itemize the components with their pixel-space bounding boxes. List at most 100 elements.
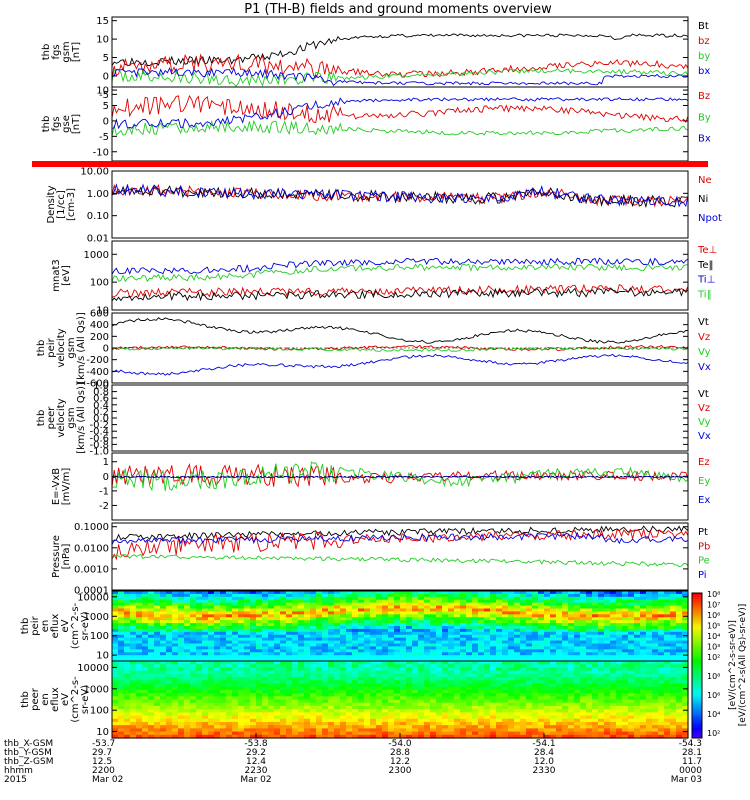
ytick-label: 0.6 bbox=[93, 394, 109, 405]
series-line-By bbox=[111, 119, 689, 137]
xtick-label: Mar 03 bbox=[671, 775, 702, 785]
colorbar-tick-label: 10⁵ bbox=[707, 622, 720, 631]
legend-Vt: Vt bbox=[698, 317, 709, 328]
series-line-Te⊥ bbox=[111, 283, 689, 298]
ytick-label: 10 bbox=[96, 727, 109, 738]
panel-peer-en-eflux: 10000 1000 100 10 thb peer en eflux eV (cm^2-s-sr… bbox=[20, 660, 689, 739]
ytick-label: 0.2 bbox=[93, 407, 109, 418]
series-line-Vz bbox=[111, 344, 689, 351]
ytick-label: 1000 bbox=[84, 612, 109, 623]
ylabel-line: sr-eV) bbox=[80, 685, 91, 714]
ytick-label: 0 bbox=[103, 71, 109, 82]
xtick-label: 29.2 bbox=[246, 748, 266, 758]
xtick-label: Mar 02 bbox=[92, 775, 123, 785]
xtick-label: 28.8 bbox=[390, 748, 410, 758]
ytick-label: 0.01 bbox=[87, 234, 109, 245]
ylabel-line: eflux bbox=[50, 614, 61, 639]
colorbar-gradient bbox=[692, 593, 702, 739]
legend-Pt: Pt bbox=[698, 527, 708, 538]
legend-Vy: Vy bbox=[698, 347, 711, 358]
panel-efield: Ez Ey Ex 1 0 -1 -2 E=-VxB [mV/m] bbox=[51, 452, 710, 521]
axis-row-label-hhmm: hhmm bbox=[4, 766, 33, 776]
ytick-label: 600 bbox=[90, 309, 109, 320]
series-line-Npot bbox=[111, 183, 689, 208]
ylabel-line: fgs bbox=[51, 44, 62, 59]
ytick-label: 0.0001 bbox=[74, 586, 109, 597]
ytick-label: -1.0 bbox=[89, 447, 109, 458]
legend-Ez: Ez bbox=[698, 457, 710, 468]
series-line-Pi bbox=[111, 531, 689, 545]
colorbar-tick-label: 10² bbox=[707, 653, 720, 662]
ytick-label: -200 bbox=[86, 355, 109, 366]
ytick-label: -0.4 bbox=[89, 427, 109, 438]
ylabel-line: Density bbox=[46, 185, 57, 223]
ylabel-line: eV bbox=[60, 619, 71, 632]
panel-fgs-gsm: Bt bz by bx 15 10 5 0 -5 thb fgs gsm [nT] bbox=[41, 16, 710, 101]
colorbar-tick-label: 10³ bbox=[707, 643, 720, 652]
ylabel-line: eflux bbox=[50, 687, 61, 712]
legend-Vz: Vz bbox=[698, 403, 710, 414]
time-axis-labels: thb_X-GSM thb_Y-GSM thb_Z-GSM hhmm 2015 … bbox=[4, 733, 702, 785]
ylabel-line: gsm bbox=[66, 407, 77, 428]
legend-Bx: Bx bbox=[698, 134, 711, 145]
ytick-label: -10 bbox=[93, 147, 109, 158]
ylabel-line: fgs bbox=[51, 116, 62, 131]
xtick-label: -53.8 bbox=[244, 739, 268, 749]
legend-Vy: Vy bbox=[698, 417, 711, 428]
ytick-label: 0.8 bbox=[93, 387, 109, 398]
ytick-label: 1000 bbox=[84, 250, 109, 261]
figure-title: P1 (TH-B) fields and ground moments over… bbox=[244, 2, 552, 17]
xtick-label: 29.7 bbox=[92, 748, 112, 758]
ytick-label: 10 bbox=[96, 35, 109, 46]
ytick-label: 0 bbox=[103, 344, 109, 355]
ytick-label: 10 bbox=[96, 86, 109, 97]
ylabel-line: (cm^2-s- bbox=[70, 676, 81, 723]
ytick-label: -2 bbox=[99, 501, 109, 512]
colorbar-tick-label: 10⁴ bbox=[707, 710, 720, 719]
series-line-Bz bbox=[111, 94, 689, 124]
panel-frame bbox=[111, 522, 689, 591]
red-status-bar bbox=[32, 161, 708, 167]
ytick-label: -0.2 bbox=[89, 420, 109, 431]
panel-peer-velocity: Vt Vz Vy Vx 1.00.80.60.40.20.0-0.2-0.4-0.6-0… bbox=[36, 381, 711, 458]
colorbar-tick-label: 10⁶ bbox=[707, 611, 720, 620]
series-line-Ti⊥ bbox=[111, 257, 689, 275]
ylabel-line: en bbox=[40, 693, 51, 706]
series-line-Ez bbox=[111, 462, 689, 488]
panel-fgs-gse: Bz By Bx 10 5 0 -5 -10 thb fgs gse [nT] bbox=[41, 86, 711, 162]
ytick-label: 0 bbox=[103, 116, 109, 127]
colorbar-label-2: [eV/(cm^2-s-sr-eV)] bbox=[728, 620, 738, 710]
ytick-label: 10000 bbox=[77, 663, 109, 674]
ylabel-line: thb bbox=[36, 340, 47, 357]
xtick-label: 2200 bbox=[92, 766, 115, 776]
ytick-label: 0.4 bbox=[93, 400, 109, 411]
legend-By: By bbox=[698, 112, 711, 123]
ytick-label: 10 bbox=[96, 651, 109, 662]
colorbar-tick-label: 10⁸ bbox=[707, 590, 720, 599]
ylabel-line: (cm^2-s- bbox=[70, 602, 81, 649]
legend-by: by bbox=[698, 51, 710, 62]
xtick-label: 12.4 bbox=[246, 757, 266, 767]
legend-Pb: Pb bbox=[698, 541, 710, 552]
ytick-label: 0.1000 bbox=[74, 522, 109, 533]
ytick-label: 1.0 bbox=[93, 381, 109, 392]
ytick-label: 5 bbox=[103, 101, 109, 112]
xtick-label: 12.2 bbox=[390, 757, 410, 767]
ylabel-line: [eV] bbox=[61, 265, 72, 286]
legend-Te‖: Te‖ bbox=[697, 260, 714, 271]
legend-Vt: Vt bbox=[698, 389, 709, 400]
ylabel-line: thb bbox=[20, 691, 31, 708]
xtick-label: 11.7 bbox=[682, 757, 702, 767]
xtick-label: -53.7 bbox=[92, 739, 115, 749]
ytick-label: -600 bbox=[86, 379, 109, 390]
ytick-label: 10000 bbox=[77, 592, 109, 603]
xtick-label: -54.1 bbox=[532, 739, 555, 749]
ytick-label: 1 bbox=[103, 457, 109, 468]
series-line-Vx bbox=[111, 353, 689, 376]
ytick-label: 0 bbox=[103, 472, 109, 483]
series-line-Vt bbox=[111, 317, 689, 344]
ytick-label: -400 bbox=[86, 367, 109, 378]
legend-bx: bx bbox=[698, 66, 710, 77]
panel-frame bbox=[111, 240, 689, 311]
legend-Pe: Pe bbox=[698, 556, 710, 567]
